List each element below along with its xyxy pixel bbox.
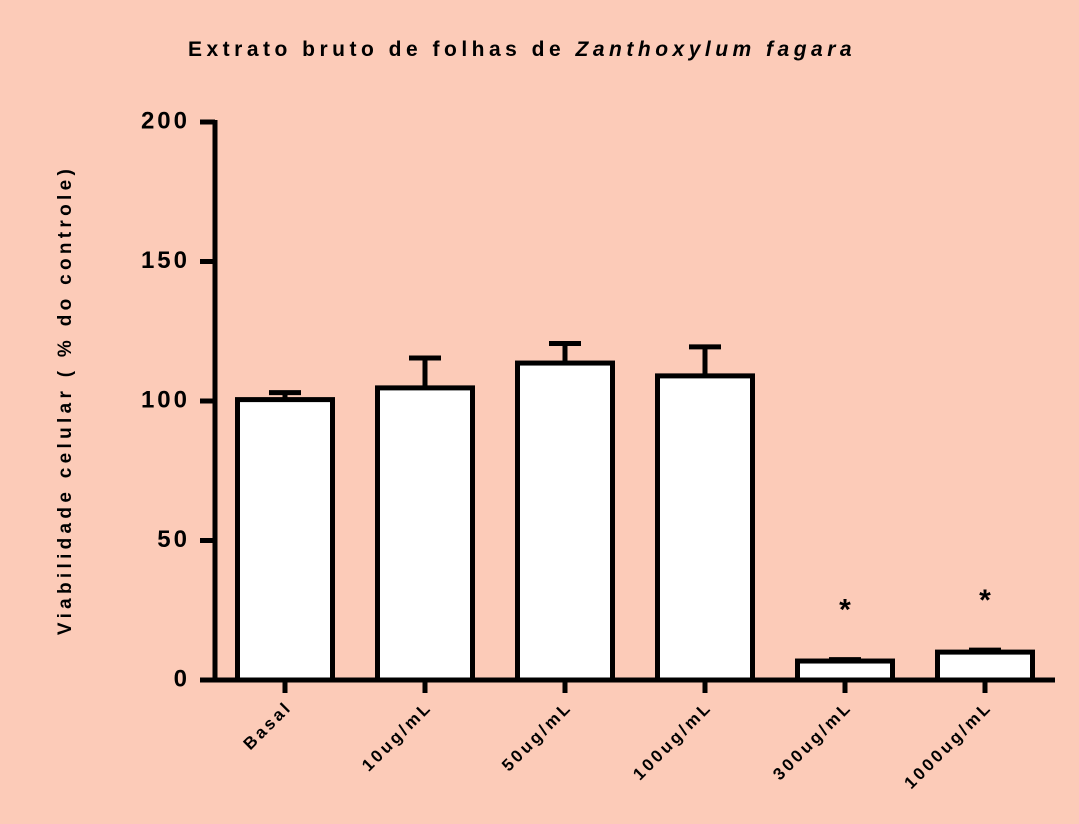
x-tick-label: 300ug/mL <box>769 697 856 784</box>
bar <box>655 373 755 683</box>
bar <box>235 397 335 683</box>
x-tick-label: 10ug/mL <box>358 697 436 775</box>
bar <box>515 360 615 683</box>
bar <box>935 649 1035 683</box>
bar <box>375 385 475 683</box>
title-text: Extrato bruto de folhas de <box>188 38 565 61</box>
y-tick-label: 50 <box>157 526 190 553</box>
y-tick-label: 200 <box>141 107 190 134</box>
x-tick-label: Basal <box>240 697 296 753</box>
title-italic: Zanthoxylum fagara <box>575 38 857 61</box>
y-tick-label: 100 <box>141 386 190 413</box>
y-tick-label: 150 <box>141 247 190 274</box>
y-tick-label: 0 <box>174 665 190 692</box>
y-axis-label: Viabilidade celular ( % do controle) <box>55 165 76 635</box>
x-tick-label: 50ug/mL <box>498 697 576 775</box>
x-tick-label: 1000ug/mL <box>901 697 996 792</box>
bar <box>795 658 895 683</box>
significance-marker: * <box>839 594 851 627</box>
x-tick-label: 100ug/mL <box>629 697 716 784</box>
significance-marker: * <box>979 584 991 617</box>
chart-title: Extrato bruto de folhas de Zanthoxylum f… <box>188 38 856 61</box>
